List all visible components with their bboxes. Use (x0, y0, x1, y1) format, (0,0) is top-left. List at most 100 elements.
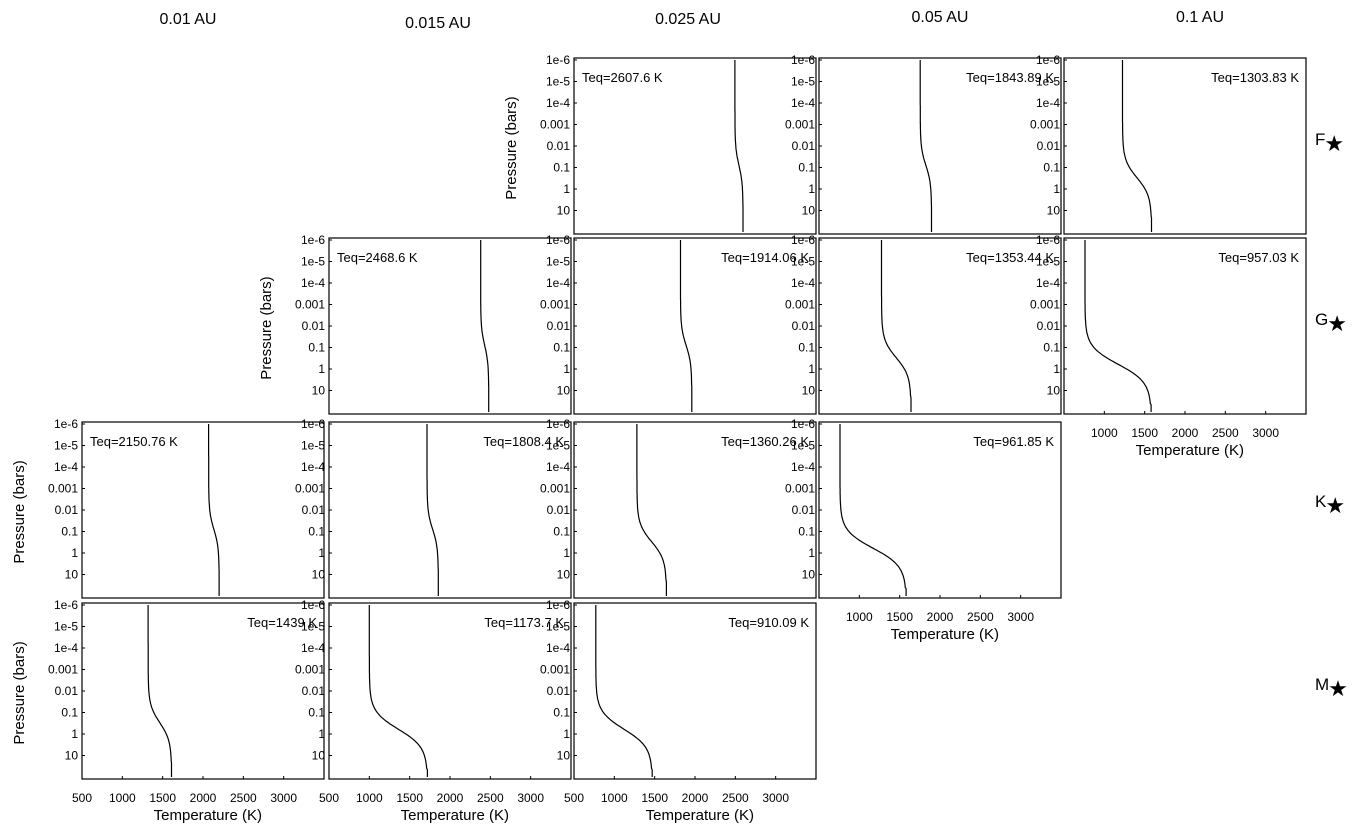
y-tick-label: 1 (1053, 362, 1060, 376)
y-tick-label: 0.01 (302, 319, 326, 333)
column-header-1: 0.015 AU (405, 15, 471, 32)
x-tick-label: 1500 (641, 791, 668, 805)
panel-2-2: 1e-6 1e-5 1e-4 0.001 0.01 0.1 1 10 Teq=1360.26 K (540, 417, 817, 599)
row-letter: K (1315, 492, 1327, 511)
x-tick-label: 2500 (477, 791, 504, 805)
y-tick-label: 0.01 (55, 684, 79, 698)
y-tick-label: 1e-4 (301, 276, 325, 290)
y-tick-label: 1e-6 (301, 233, 325, 247)
y-tick-label: 10 (65, 568, 79, 582)
row-letter: M (1315, 675, 1329, 694)
pt-profile-line (880, 240, 912, 412)
panel-2-3: 1e-6 1e-5 1e-4 0.001 0.01 0.1 1 10 1000 1500 2000 2… (785, 417, 1062, 643)
panel-0-2: 1e-6 1e-5 1e-4 0.001 0.01 0.1 1 10 Pressure (bar… (503, 53, 817, 235)
pt-profile-line (208, 424, 220, 596)
panel-frame (818, 237, 1062, 415)
panel-3-2: 1e-6 1e-5 1e-4 0.001 0.01 0.1 1 10 500 1000 1500 20… (540, 598, 817, 824)
pt-profile-line (636, 424, 668, 596)
panel-frame (1063, 57, 1307, 235)
x-tick-label: 1000 (1091, 426, 1118, 440)
column-headers: 0.01 AU 0.015 AU 0.025 AU 0.05 AU 0.1 AU (160, 9, 1224, 32)
y-tick-label: 10 (312, 749, 326, 763)
y-tick-label: 10 (1047, 384, 1061, 398)
pt-profile-line (368, 605, 428, 777)
pt-profile-line (1121, 60, 1153, 232)
row-label-k: K★ (1315, 492, 1345, 518)
y-tick-label: 0.1 (798, 525, 815, 539)
y-tick-label: 10 (557, 749, 571, 763)
y-tick-label: 0.001 (48, 663, 78, 677)
row-letter: F (1315, 130, 1325, 149)
y-tick-label: 1e-5 (791, 255, 815, 269)
y-tick-label: 0.1 (1043, 161, 1060, 175)
x-tick-label: 2000 (190, 791, 217, 805)
x-tick-label: 3000 (1007, 610, 1034, 624)
column-header-0: 0.01 AU (160, 11, 217, 28)
teq-label: Teq=1808.4 K (483, 434, 564, 449)
row-labels: F★G★K★M★ (1315, 130, 1348, 701)
y-tick-label: 1e-6 (546, 598, 570, 612)
y-tick-label: 1e-6 (546, 417, 570, 431)
x-tick-label: 2500 (1212, 426, 1239, 440)
y-tick-label: 1e-4 (1036, 276, 1060, 290)
y-tick-label: 0.001 (540, 482, 570, 496)
x-tick-label: 3000 (1252, 426, 1279, 440)
x-tick-label: 1500 (396, 791, 423, 805)
x-tick-label: 1500 (886, 610, 913, 624)
star-icon: ★ (1324, 131, 1344, 156)
teq-label: Teq=1303.83 K (1211, 70, 1299, 85)
y-tick-label: 0.01 (1037, 319, 1061, 333)
x-tick-label: 1500 (149, 791, 176, 805)
teq-label: Teq=1353.44 K (966, 250, 1054, 265)
y-tick-label: 0.001 (785, 118, 815, 132)
y-tick-label: 1e-6 (301, 417, 325, 431)
y-tick-label: 0.1 (553, 161, 570, 175)
teq-label: Teq=1914.06 K (721, 250, 809, 265)
y-tick-label: 0.01 (302, 684, 326, 698)
y-tick-label: 1e-5 (1036, 75, 1060, 89)
teq-label: Teq=2607.6 K (582, 70, 663, 85)
y-tick-label: 0.01 (55, 503, 79, 517)
column-header-2: 0.025 AU (655, 11, 721, 28)
y-tick-label: 0.01 (547, 139, 571, 153)
y-tick-label: 10 (557, 384, 571, 398)
y-tick-label: 1 (563, 182, 570, 196)
y-tick-label: 1 (808, 546, 815, 560)
y-tick-label: 1e-4 (791, 460, 815, 474)
y-tick-label: 0.1 (308, 525, 325, 539)
y-tick-label: 10 (312, 384, 326, 398)
y-tick-label: 1e-6 (791, 417, 815, 431)
y-tick-label: 1e-6 (791, 53, 815, 67)
x-tick-label: 2500 (967, 610, 994, 624)
column-header-4: 0.1 AU (1176, 9, 1224, 26)
y-tick-label: 1e-5 (54, 620, 78, 634)
panel-1-3: 1e-6 1e-5 1e-4 0.001 0.01 0.1 1 10 Teq=1353.44 K (785, 233, 1062, 415)
x-tick-label: 2000 (682, 791, 709, 805)
y-tick-label: 1e-4 (54, 641, 78, 655)
panel-frame (81, 602, 325, 780)
y-tick-label: 1e-4 (791, 96, 815, 110)
y-tick-label: 10 (802, 384, 816, 398)
teq-label: Teq=961.85 K (973, 434, 1054, 449)
y-tick-label: 0.001 (540, 663, 570, 677)
x-tick-label: 500 (72, 791, 92, 805)
y-tick-label: 1 (318, 727, 325, 741)
y-tick-label: 1e-5 (546, 255, 570, 269)
teq-label: Teq=1173.7 K (484, 615, 564, 630)
y-tick-label: 1e-4 (1036, 96, 1060, 110)
teq-label: Teq=1843.89 K (966, 70, 1054, 85)
y-tick-label: 0.01 (547, 684, 571, 698)
x-tick-label: 3000 (517, 791, 544, 805)
y-axis-title: Pressure (bars) (503, 96, 520, 199)
y-tick-label: 1 (563, 546, 570, 560)
y-tick-label: 1e-4 (546, 641, 570, 655)
y-tick-label: 0.01 (792, 319, 816, 333)
panel-2-0: 1e-6 1e-5 1e-4 0.001 0.01 0.1 1 10 Pressure (bar… (11, 417, 325, 599)
x-tick-label: 2500 (722, 791, 749, 805)
column-header-3: 0.05 AU (912, 9, 969, 26)
y-tick-label: 10 (65, 749, 79, 763)
y-axis-title: Pressure (bars) (11, 641, 28, 744)
y-tick-label: 1 (318, 362, 325, 376)
y-tick-label: 1e-5 (301, 620, 325, 634)
y-tick-label: 10 (802, 204, 816, 218)
